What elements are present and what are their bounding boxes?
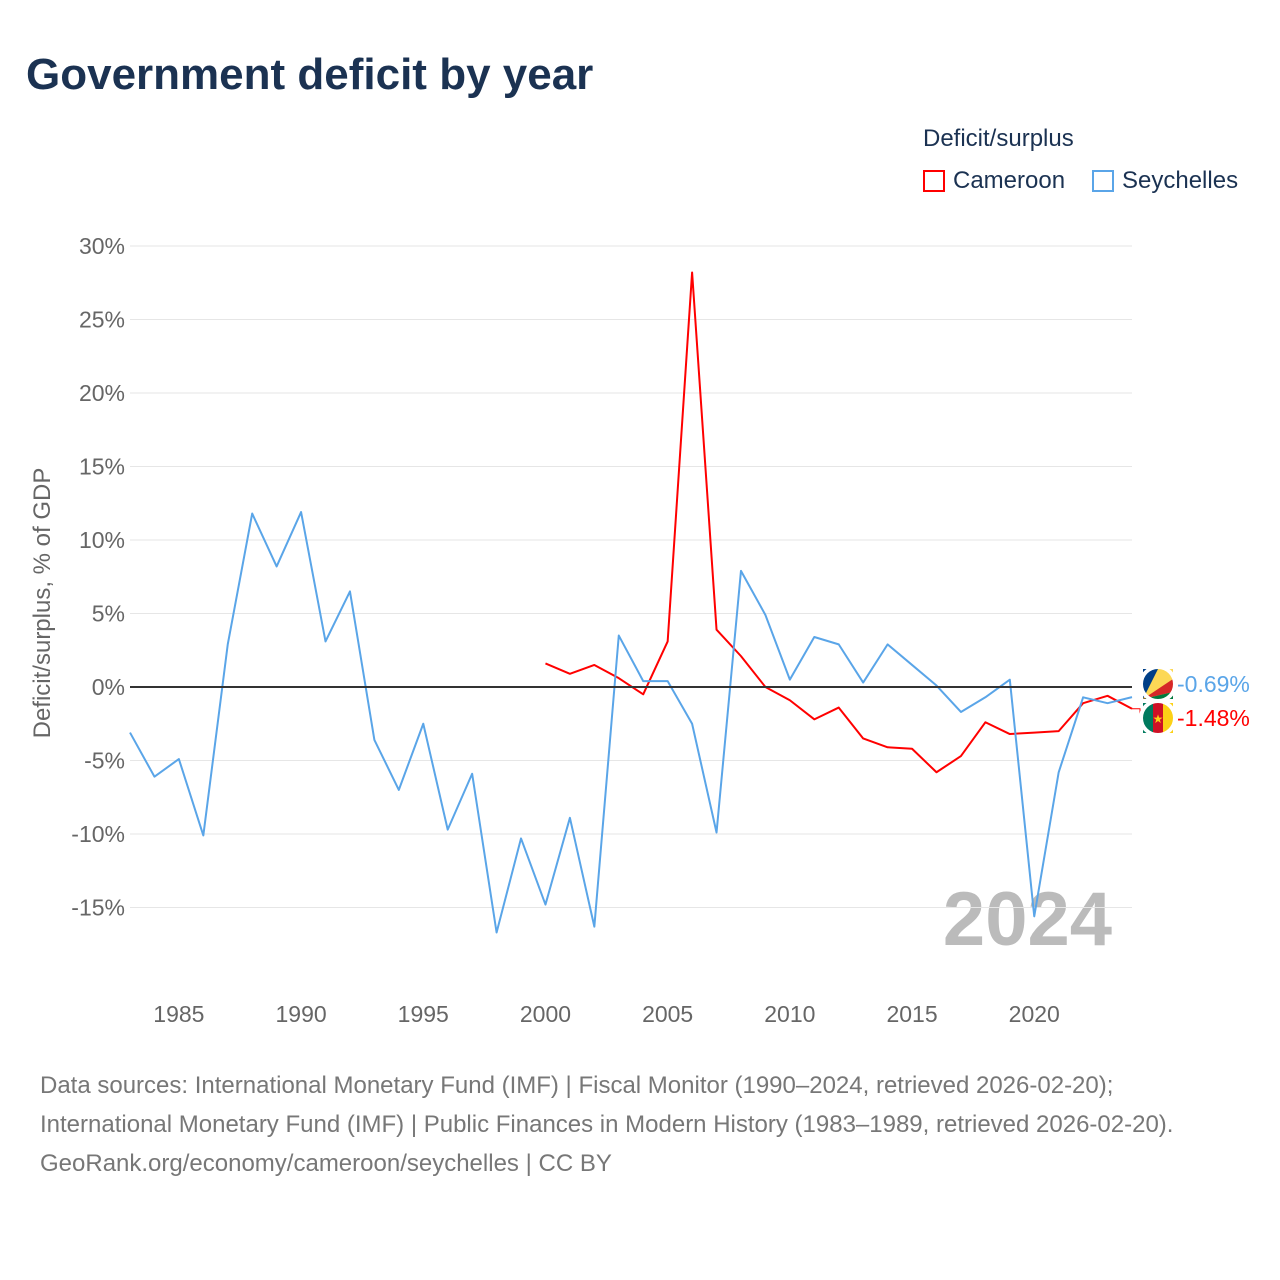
legend-swatch [923,170,945,192]
line-chart: Deficit/surplus, % of GDP 2024 30% 25% 20%… [29,233,1250,1027]
year-watermark: 2024 [943,877,1112,962]
legend-item-seychelles[interactable]: Seychelles [1092,167,1238,195]
legend-swatch [1092,170,1114,192]
end-value-label: -1.48% [1177,705,1250,731]
cameroon-flag-icon [1153,703,1163,733]
x-tick-label: 2005 [642,1001,693,1027]
source-link[interactable]: GeoRank.org/economy/cameroon/seychelles … [40,1150,612,1177]
end-value-label: -0.69% [1177,671,1250,697]
cameroon-flag-icon [1163,703,1173,733]
y-tick-label: 25% [79,307,125,333]
end-label-cameroon: ★ -1.48% [1132,699,1250,737]
x-tick-label: 2000 [520,1001,571,1027]
y-tick-label: 15% [79,454,125,480]
legend-label: Cameroon [953,167,1066,194]
y-tick-label: 0% [92,674,125,700]
x-tick-label: 2015 [886,1001,937,1027]
y-tick-label: 30% [79,233,125,259]
leader-line [1132,708,1141,718]
x-tick-label: 1990 [275,1001,326,1027]
y-tick-label: -15% [71,895,125,921]
cameroon-flag-icon [1143,703,1153,733]
y-tick-label: -10% [71,821,125,847]
y-axis-label: Deficit/surplus, % of GDP [29,468,56,739]
y-tick-label: 20% [79,380,125,406]
seychelles-flag-icon [1143,669,1158,699]
legend-item-cameroon[interactable]: Cameroon [923,167,1065,195]
y-tick-label: 5% [92,601,125,627]
y-tick-label: 10% [79,527,125,553]
y-tick-label: -5% [84,748,125,774]
legend-label: Seychelles [1122,167,1239,194]
x-tick-label: 1985 [153,1001,204,1027]
end-label-seychelles: -0.69% [1139,665,1250,703]
seychelles-flag-icon [1143,679,1173,699]
x-tick-label: 2010 [764,1001,815,1027]
data-sources: Data sources: International Monetary Fun… [40,1072,1174,1138]
legend-title: Deficit/surplus [923,125,1074,152]
flag-mask [1139,665,1177,703]
flag-star-icon: ★ [1153,712,1164,726]
x-tick-label: 2020 [1009,1001,1060,1027]
x-tick-label: 1995 [398,1001,449,1027]
series-line-seychelles [129,511,1133,934]
sources-note: Data sources: International Monetary Fun… [40,1066,1240,1183]
series-line-cameroon [545,271,1133,774]
chart-title: Government deficit by year [26,50,594,99]
